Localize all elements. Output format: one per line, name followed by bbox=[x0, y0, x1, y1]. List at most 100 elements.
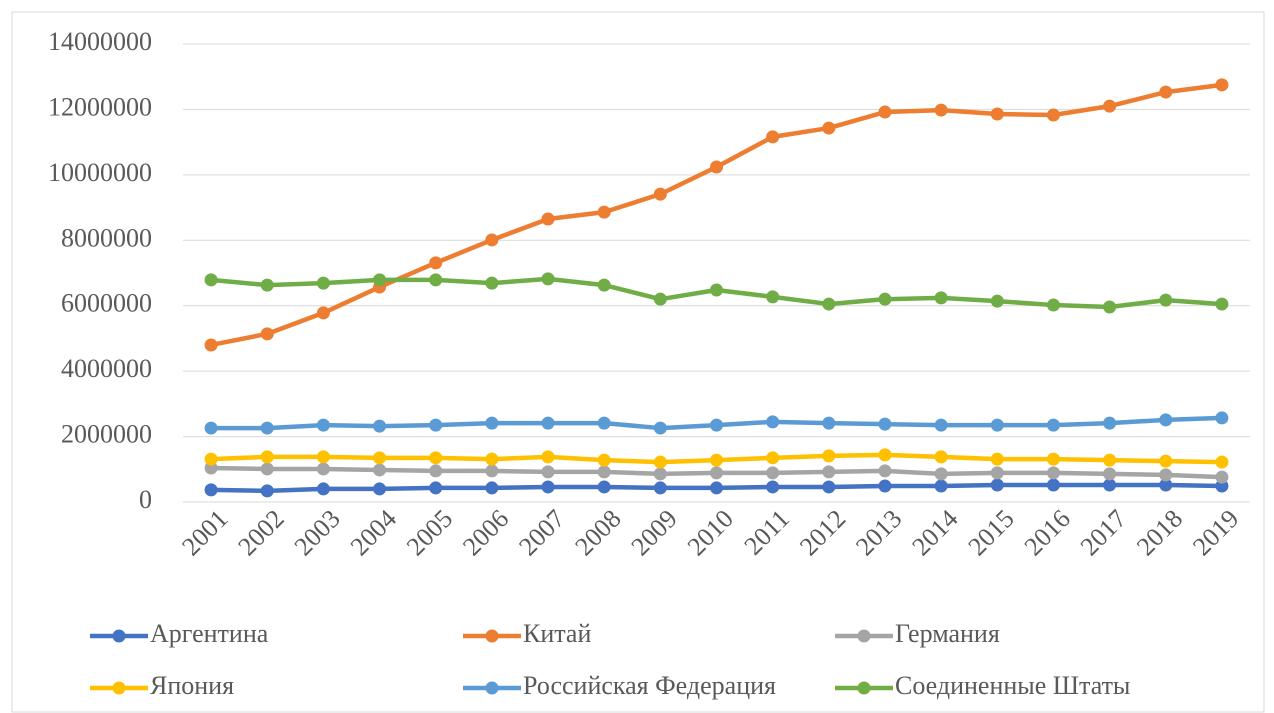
data-point bbox=[934, 467, 948, 481]
data-point bbox=[766, 415, 780, 429]
data-point bbox=[990, 452, 1004, 466]
data-point bbox=[710, 466, 723, 480]
legend-marker bbox=[485, 681, 499, 695]
data-point bbox=[934, 479, 948, 493]
data-point bbox=[1215, 470, 1229, 484]
data-point bbox=[653, 187, 667, 201]
data-point bbox=[1103, 300, 1117, 314]
data-point bbox=[485, 276, 499, 290]
data-point bbox=[204, 452, 218, 466]
legend-marker bbox=[112, 629, 126, 643]
y-tick-label: 8000000 bbox=[61, 223, 152, 252]
data-point bbox=[990, 418, 1004, 432]
chart-frame bbox=[11, 11, 1265, 713]
y-tick-label: 2000000 bbox=[61, 420, 152, 449]
data-point bbox=[597, 480, 611, 494]
data-point bbox=[204, 338, 218, 352]
data-point bbox=[204, 483, 218, 497]
data-point bbox=[878, 417, 892, 431]
data-point bbox=[597, 416, 611, 430]
legend-label: Германия bbox=[895, 619, 1000, 648]
data-point bbox=[204, 273, 218, 287]
y-tick-label: 12000000 bbox=[48, 92, 152, 121]
data-point bbox=[990, 294, 1004, 308]
data-point bbox=[260, 421, 274, 435]
data-point bbox=[597, 453, 611, 467]
data-point bbox=[1215, 297, 1229, 311]
data-point bbox=[766, 466, 780, 480]
data-point bbox=[373, 482, 387, 496]
data-point bbox=[1215, 455, 1229, 469]
legend-marker bbox=[112, 681, 126, 695]
data-point bbox=[1103, 99, 1117, 113]
data-point bbox=[822, 480, 836, 494]
data-point bbox=[429, 273, 443, 287]
data-point bbox=[1103, 453, 1117, 467]
data-point bbox=[541, 465, 555, 479]
data-point bbox=[1159, 413, 1173, 427]
data-point bbox=[934, 103, 948, 117]
data-point bbox=[1103, 467, 1117, 481]
data-point bbox=[597, 465, 611, 479]
data-point bbox=[260, 278, 274, 292]
y-tick-label: 4000000 bbox=[61, 354, 152, 383]
data-point bbox=[316, 418, 330, 432]
legend-marker bbox=[857, 681, 871, 695]
data-point bbox=[541, 212, 555, 226]
data-point bbox=[822, 416, 836, 430]
data-point bbox=[766, 451, 780, 465]
data-point bbox=[1046, 478, 1060, 492]
data-point bbox=[204, 421, 218, 435]
data-point bbox=[429, 451, 443, 465]
data-point bbox=[260, 462, 274, 476]
data-point bbox=[878, 464, 892, 478]
data-point bbox=[429, 464, 443, 478]
data-point bbox=[485, 452, 499, 466]
data-point bbox=[1046, 466, 1060, 480]
data-point bbox=[990, 466, 1004, 480]
data-point bbox=[316, 482, 330, 496]
data-point bbox=[1215, 78, 1229, 92]
data-point bbox=[541, 416, 555, 430]
data-point bbox=[316, 276, 330, 290]
data-point bbox=[653, 421, 667, 435]
y-tick-label: 14000000 bbox=[48, 27, 152, 56]
data-point bbox=[1046, 418, 1060, 432]
legend-label: Аргентина bbox=[150, 619, 269, 648]
data-point bbox=[822, 121, 836, 135]
data-point bbox=[766, 130, 780, 144]
data-point bbox=[653, 481, 667, 495]
data-point bbox=[822, 297, 836, 311]
data-point bbox=[710, 283, 723, 297]
data-point bbox=[1046, 108, 1060, 122]
legend-label: Соединенные Штаты bbox=[895, 671, 1130, 700]
data-point bbox=[1103, 416, 1117, 430]
data-point bbox=[653, 467, 667, 481]
data-point bbox=[990, 107, 1004, 121]
data-point bbox=[260, 484, 274, 498]
data-point bbox=[878, 105, 892, 119]
data-point bbox=[1046, 452, 1060, 466]
data-point bbox=[710, 453, 723, 467]
data-point bbox=[260, 450, 274, 464]
legend-label: Япония bbox=[150, 671, 234, 700]
y-tick-label: 6000000 bbox=[61, 289, 152, 318]
data-point bbox=[1159, 454, 1173, 468]
data-point bbox=[1103, 478, 1117, 492]
legend-label: Российская Федерация bbox=[523, 671, 776, 700]
data-point bbox=[710, 160, 723, 174]
data-point bbox=[710, 418, 723, 432]
data-point bbox=[429, 481, 443, 495]
data-point bbox=[822, 465, 836, 479]
y-tick-label: 10000000 bbox=[48, 158, 152, 187]
data-point bbox=[1159, 293, 1173, 307]
data-point bbox=[822, 449, 836, 463]
data-point bbox=[766, 480, 780, 494]
legend-marker bbox=[857, 629, 871, 643]
data-point bbox=[260, 327, 274, 341]
data-point bbox=[541, 480, 555, 494]
data-point bbox=[653, 455, 667, 469]
data-point bbox=[934, 418, 948, 432]
data-point bbox=[878, 292, 892, 306]
